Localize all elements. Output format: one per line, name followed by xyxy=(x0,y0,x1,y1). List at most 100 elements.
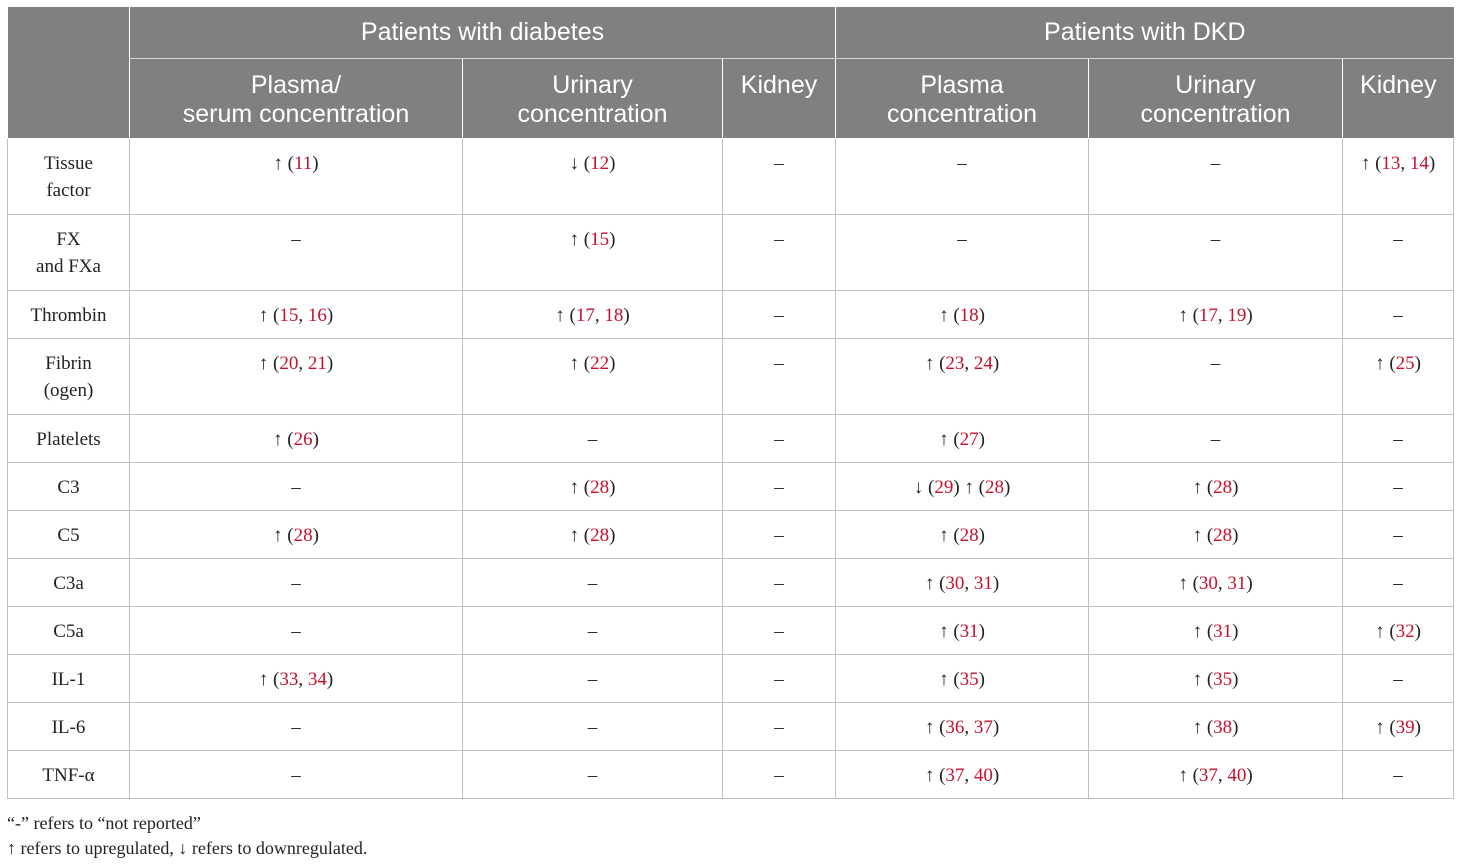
table-row: C3a – – – ↑ (30, 31) ↑ (30, 31) – xyxy=(7,558,1455,607)
reference-link[interactable]: 34 xyxy=(307,669,327,690)
trend-symbol: ↑ xyxy=(555,305,565,326)
reference-link[interactable]: 28 xyxy=(1213,477,1233,498)
table-cell: ↑ (23, 24) xyxy=(835,338,1090,415)
trend-symbol: ↑ xyxy=(939,621,949,642)
reference-link[interactable]: 40 xyxy=(1227,765,1247,786)
reference-link[interactable]: 30 xyxy=(945,573,965,594)
row-label: Tissue factor xyxy=(7,138,130,215)
table-cell: – xyxy=(1088,214,1344,291)
trend-symbol: ↑ xyxy=(924,717,935,738)
reference-link[interactable]: 13 xyxy=(1381,153,1401,174)
reference-link[interactable]: 20 xyxy=(279,353,299,374)
reference-link[interactable]: 19 xyxy=(1227,305,1247,326)
trend-symbol: – xyxy=(291,765,301,786)
trend-symbol: ↑ xyxy=(924,573,935,594)
reference-link[interactable]: 28 xyxy=(590,525,610,546)
reference-link[interactable]: 16 xyxy=(307,305,327,326)
column-header-line: serum concentration xyxy=(182,100,410,128)
reference-link[interactable]: 32 xyxy=(1395,621,1415,642)
trend-symbol: ↑ xyxy=(1192,621,1203,642)
column-header: Urinary concentration xyxy=(462,58,723,139)
reference-link[interactable]: 28 xyxy=(1213,525,1233,546)
reference-link[interactable]: 35 xyxy=(959,669,979,690)
reference-link[interactable]: 27 xyxy=(959,429,979,450)
reference-link[interactable]: 15 xyxy=(590,229,610,250)
row-label-line: C5a xyxy=(53,621,84,642)
table-cell: – xyxy=(721,214,837,291)
column-header-line: Plasma xyxy=(920,71,1004,99)
reference-link[interactable]: 28 xyxy=(959,525,979,546)
reference-link[interactable]: 38 xyxy=(1213,717,1233,738)
table-cell: ↑ (17, 19) xyxy=(1088,290,1344,339)
trend-symbol: – xyxy=(1393,525,1403,546)
trend-symbol: – xyxy=(774,573,784,594)
table-cell: – xyxy=(721,290,837,339)
reference-link[interactable]: 17 xyxy=(1198,305,1218,326)
reference-link[interactable]: 23 xyxy=(945,353,965,374)
reference-link[interactable]: 37 xyxy=(973,717,993,738)
trend-symbol: ↑ xyxy=(924,765,935,786)
row-label: C5a xyxy=(7,606,130,655)
reference-link[interactable]: 30 xyxy=(1198,573,1218,594)
trend-symbol: ↑ xyxy=(1192,717,1203,738)
reference-link[interactable]: 35 xyxy=(1213,669,1233,690)
column-header: Kidney xyxy=(721,58,837,139)
column-header: Plasma/serum concentration xyxy=(129,58,463,139)
reference-link[interactable]: 31 xyxy=(1227,573,1247,594)
trend-symbol: ↑ xyxy=(1178,305,1188,326)
table-cell: – xyxy=(835,214,1090,291)
reference-link[interactable]: 36 xyxy=(945,717,965,738)
reference-link[interactable]: 15 xyxy=(279,305,299,326)
reference-link[interactable]: 33 xyxy=(279,669,299,690)
reference-link[interactable]: 28 xyxy=(590,477,610,498)
row-label-line: C5 xyxy=(57,525,80,546)
table-cell: ↑ (11) xyxy=(129,138,463,215)
reference-link[interactable]: 37 xyxy=(1198,765,1218,786)
trend-symbol: – xyxy=(774,353,784,374)
table-cell: ↑ (13, 14) xyxy=(1342,138,1455,215)
trend-symbol: ↑ xyxy=(273,525,283,546)
trend-symbol: – xyxy=(1393,477,1403,498)
reference-link[interactable]: 31 xyxy=(959,621,979,642)
table-row: IL-6 – – – ↑ (36, 37) ↑ (38) ↑ (39) xyxy=(7,702,1455,751)
table-cell: – xyxy=(129,606,463,655)
reference-link[interactable]: 12 xyxy=(590,153,610,174)
reference-link[interactable]: 25 xyxy=(1395,353,1415,374)
reference-link[interactable]: 18 xyxy=(959,305,979,326)
trend-symbol: ↓ xyxy=(913,477,924,498)
reference-link[interactable]: 11 xyxy=(293,153,313,174)
table-cell: ↑ (27) xyxy=(835,414,1090,463)
trend-symbol: – xyxy=(291,717,301,738)
trend-symbol: – xyxy=(957,229,967,250)
reference-link[interactable]: 18 xyxy=(604,305,624,326)
reference-link[interactable]: 31 xyxy=(973,573,993,594)
table-cell: ↑ (17, 18) xyxy=(462,290,723,339)
reference-link[interactable]: 39 xyxy=(1395,717,1415,738)
reference-link[interactable]: 14 xyxy=(1409,153,1429,174)
reference-link[interactable]: 17 xyxy=(575,305,595,326)
table-cell: – xyxy=(129,750,463,799)
table-cell: – xyxy=(721,750,837,799)
trend-symbol: ↑ xyxy=(258,305,269,326)
reference-link[interactable]: 29 xyxy=(934,477,954,498)
reference-link[interactable]: 37 xyxy=(945,765,965,786)
trend-symbol: ↑ xyxy=(273,429,283,450)
table-cell: ↑ (25) xyxy=(1342,338,1455,415)
row-label-line: Platelets xyxy=(36,429,101,450)
reference-link[interactable]: 40 xyxy=(973,765,993,786)
reference-link[interactable]: 28 xyxy=(293,525,313,546)
reference-link[interactable]: 28 xyxy=(984,477,1004,498)
reference-link[interactable]: 26 xyxy=(293,429,313,450)
table-cell: – xyxy=(1342,510,1455,559)
row-label-line: and FXa xyxy=(36,256,101,277)
reference-link[interactable]: 22 xyxy=(590,353,610,374)
table-footnotes: “-” refers to “not reported” ↑ refers to… xyxy=(7,811,367,861)
reference-link[interactable]: 31 xyxy=(1213,621,1233,642)
trend-symbol: ↑ xyxy=(569,477,580,498)
reference-link[interactable]: 24 xyxy=(973,353,993,374)
trend-symbol: ↑ xyxy=(1178,573,1188,594)
table-cell: – xyxy=(1342,414,1455,463)
column-header-line: concentration xyxy=(1140,100,1291,128)
column-header-line: Plasma/ xyxy=(250,71,342,99)
reference-link[interactable]: 21 xyxy=(307,353,327,374)
